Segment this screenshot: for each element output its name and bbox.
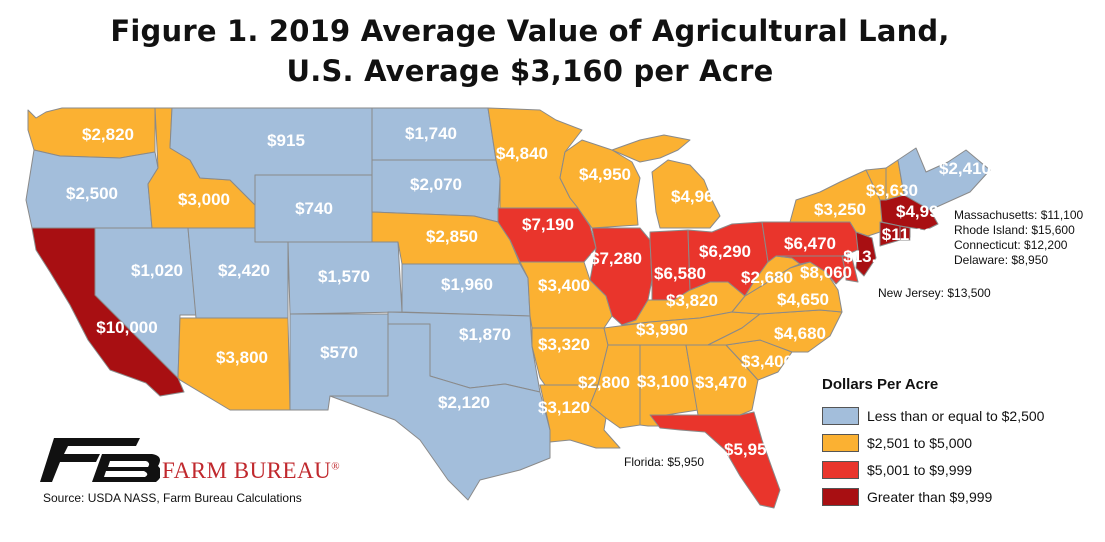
legend-title: Dollars Per Acre (822, 376, 939, 393)
legend-label: $2,501 to $5,000 (867, 434, 973, 451)
label-az: $3,800 (216, 348, 268, 367)
state-tx (329, 323, 551, 501)
state-wi (559, 139, 641, 229)
label-sc: $3,400 (741, 352, 793, 371)
note-massachusetts: Massachusetts: $11,100 (954, 208, 1084, 222)
label-mt: $915 (267, 131, 305, 150)
state-mi-upper (611, 134, 691, 163)
label-ut: $2,420 (218, 261, 270, 280)
legend-item: $5,001 to $9,999 (822, 456, 1044, 483)
figure-title-line1: Figure 1. 2019 Average Value of Agricult… (110, 14, 950, 48)
label-in: $6,580 (654, 264, 706, 283)
label-il: $7,280 (590, 249, 642, 268)
state-az (177, 317, 291, 411)
label-ky: $3,820 (666, 291, 718, 310)
label-fl: $5,950 (724, 440, 776, 459)
label-vt: $3,630 (866, 181, 918, 200)
label-mn: $4,840 (496, 144, 548, 163)
label-nv: $1,020 (131, 261, 183, 280)
legend-item: Less than or equal to $2,500 (822, 402, 1044, 429)
note-rhode-island: Rhode Island: $15,600 (954, 223, 1075, 237)
label-tn: $3,990 (636, 320, 688, 339)
label-oh: $6,290 (699, 242, 751, 261)
note-delaware: Delaware: $8,950 (954, 253, 1048, 267)
label-ms: $2,800 (578, 373, 630, 392)
source-note: Source: USDA NASS, Farm Bureau Calculati… (43, 491, 302, 505)
label-nd: $1,740 (405, 124, 457, 143)
legend-swatch (822, 487, 859, 506)
state-fl (649, 411, 781, 509)
label-nc: $4,680 (774, 324, 826, 343)
label-ga: $3,470 (695, 373, 747, 392)
legend-swatch (822, 406, 859, 425)
legend-label: Greater than $9,999 (867, 488, 993, 505)
label-al: $3,100 (637, 372, 689, 391)
label-mo: $3,400 (538, 276, 590, 295)
label-pa: $6,470 (784, 234, 836, 253)
legend-item: $2,501 to $5,000 (822, 429, 1044, 456)
state-ri (899, 225, 911, 241)
label-ny: $3,250 (814, 200, 866, 219)
label-ma: $11,100 (882, 225, 943, 244)
note-florida: Florida: $5,950 (624, 455, 704, 469)
legend-swatch (822, 460, 859, 479)
state-mo (519, 261, 613, 329)
label-wa: $2,820 (82, 125, 134, 144)
label-wy: $740 (295, 199, 333, 218)
label-tx: $2,120 (438, 393, 490, 412)
state-mi (651, 159, 721, 229)
note-new-jersey: New Jersey: $13,500 (878, 286, 991, 300)
label-ca: $10,000 (96, 318, 157, 337)
label-co: $1,570 (318, 267, 370, 286)
label-nh: $4,990 (896, 202, 948, 221)
label-sd: $2,070 (410, 175, 462, 194)
label-id: $3,000 (178, 190, 230, 209)
label-wv: $2,680 (741, 268, 793, 287)
label-nm: $570 (320, 343, 358, 362)
note-connecticut: Connecticut: $12,200 (954, 238, 1068, 252)
brand-name: FARM BUREAU (162, 458, 332, 483)
label-me: $2,410 (939, 159, 991, 178)
label-ia: $7,190 (522, 215, 574, 234)
registered-mark: ® (331, 460, 341, 473)
legend-swatch (822, 433, 859, 452)
label-la: $3,120 (538, 398, 590, 417)
farm-bureau-wordmark: FARM BUREAU® (162, 458, 340, 484)
label-ks: $1,960 (441, 275, 493, 294)
legend-label: $5,001 to $9,999 (867, 461, 973, 478)
label-or: $2,500 (66, 184, 118, 203)
state-de (841, 255, 859, 283)
label-md: $8,060 (800, 263, 852, 282)
figure-title-line2: U.S. Average $3,160 per Acre (286, 54, 774, 88)
label-mi: $4,960 (671, 187, 723, 206)
label-ne: $2,850 (426, 227, 478, 246)
label-ok: $1,870 (459, 325, 511, 344)
legend: Dollars Per Acre Less than or equal to $… (822, 376, 1044, 510)
farm-bureau-logo-icon (40, 438, 160, 482)
legend-label: Less than or equal to $2,500 (867, 407, 1045, 424)
label-ar: $3,320 (538, 335, 590, 354)
state-nj (855, 231, 877, 277)
legend-item: Greater than $9,999 (822, 483, 1044, 510)
label-va: $4,650 (777, 290, 829, 309)
label-nj: $13,500 (843, 247, 904, 266)
label-wi: $4,950 (579, 165, 631, 184)
